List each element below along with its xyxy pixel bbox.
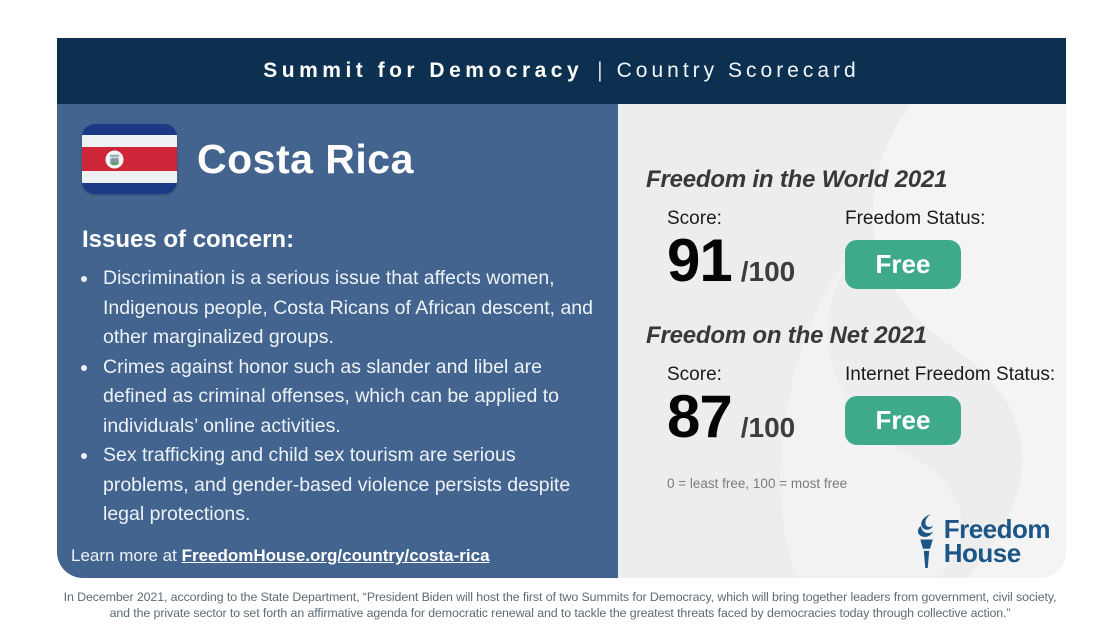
country-panel: Costa Rica Issues of concern: Discrimina…: [57, 104, 618, 578]
fiw-status-badge: Free: [845, 240, 961, 289]
card-header: Summit for Democracy | Country Scorecard: [57, 38, 1066, 104]
issue-item: Crimes against honor such as slander and…: [99, 353, 604, 442]
costa-rica-flag-icon: [82, 124, 177, 194]
flag-coat-of-arms-icon: [105, 150, 124, 169]
fotn-score-label: Score:: [667, 364, 722, 385]
fotn-score-column: Score: 87 /100: [667, 364, 845, 450]
fiw-score-value: 91 /100: [667, 227, 845, 294]
fotn-status-badge: Free: [845, 396, 961, 445]
fotn-score-denominator: /100: [740, 412, 796, 443]
scores-content: Freedom in the World 2021 Score: 91 /100: [618, 166, 1066, 491]
issue-item: Discrimination is a serious issue that a…: [99, 264, 604, 353]
fotn-score-value: 87 /100: [667, 383, 845, 450]
freedom-house-wordmark: Freedom House: [943, 514, 1051, 568]
learn-more: Learn more at FreedomHouse.org/country/c…: [71, 546, 490, 566]
freedom-on-the-net-section: Freedom on the Net 2021 Score: 87 /100 I: [618, 322, 1066, 450]
flag-stripe: [82, 147, 177, 171]
fiw-title: Freedom in the World 2021: [646, 166, 948, 193]
freedom-house-logo: Freedom House: [913, 514, 1051, 568]
footer-quote: In December 2021, according to the State…: [63, 590, 1057, 620]
flag-stripe: [82, 135, 177, 147]
scorecard: Summit for Democracy | Country Scorecard: [57, 38, 1066, 578]
fotn-score-number: 87: [667, 383, 733, 450]
flag-stripe: [82, 124, 177, 135]
country-name: Costa Rica: [197, 135, 414, 182]
scale-note: 0 = least free, 100 = most free: [667, 476, 848, 491]
freedom-in-the-world-section: Freedom in the World 2021 Score: 91 /100: [618, 166, 1066, 294]
fiw-status-label: Freedom Status:: [845, 208, 986, 229]
fiw-score-label: Score:: [667, 208, 722, 229]
fotn-grid: Score: 87 /100 Internet Freedom Status: …: [667, 364, 1066, 450]
flag-stripe: [82, 171, 177, 183]
issues-list: Discrimination is a serious issue that a…: [99, 264, 604, 530]
fiw-score-denominator: /100: [740, 256, 796, 287]
learn-more-link[interactable]: FreedomHouse.org/country/costa-rica: [181, 546, 490, 565]
logo-line-1: Freedom: [943, 514, 1051, 544]
learn-more-prefix: Learn more at: [71, 546, 182, 565]
issues-heading: Issues of concern:: [82, 226, 295, 253]
flag-stripe: [82, 183, 177, 194]
card-body: Costa Rica Issues of concern: Discrimina…: [57, 104, 1066, 578]
issue-item: Sex trafficking and child sex tourism ar…: [99, 441, 604, 530]
torch-icon: [917, 514, 933, 568]
fiw-status-column: Freedom Status: Free: [845, 208, 1066, 290]
fotn-title: Freedom on the Net 2021: [646, 322, 927, 349]
fiw-score-column: Score: 91 /100: [667, 208, 845, 294]
fiw-score-number: 91: [667, 227, 733, 294]
header-separator: |: [597, 59, 603, 82]
logo-line-2: House: [943, 538, 1021, 568]
fotn-status-column: Internet Freedom Status: Free: [845, 364, 1066, 446]
fiw-grid: Score: 91 /100 Freedom Status: Free: [667, 208, 1066, 294]
header-title-light: Country Scorecard: [616, 59, 860, 82]
country-row: Costa Rica: [82, 124, 618, 194]
scores-panel: Freedom in the World 2021 Score: 91 /100: [618, 104, 1066, 578]
fotn-status-label: Internet Freedom Status:: [845, 364, 1056, 385]
header-title-bold: Summit for Democracy: [263, 59, 584, 82]
